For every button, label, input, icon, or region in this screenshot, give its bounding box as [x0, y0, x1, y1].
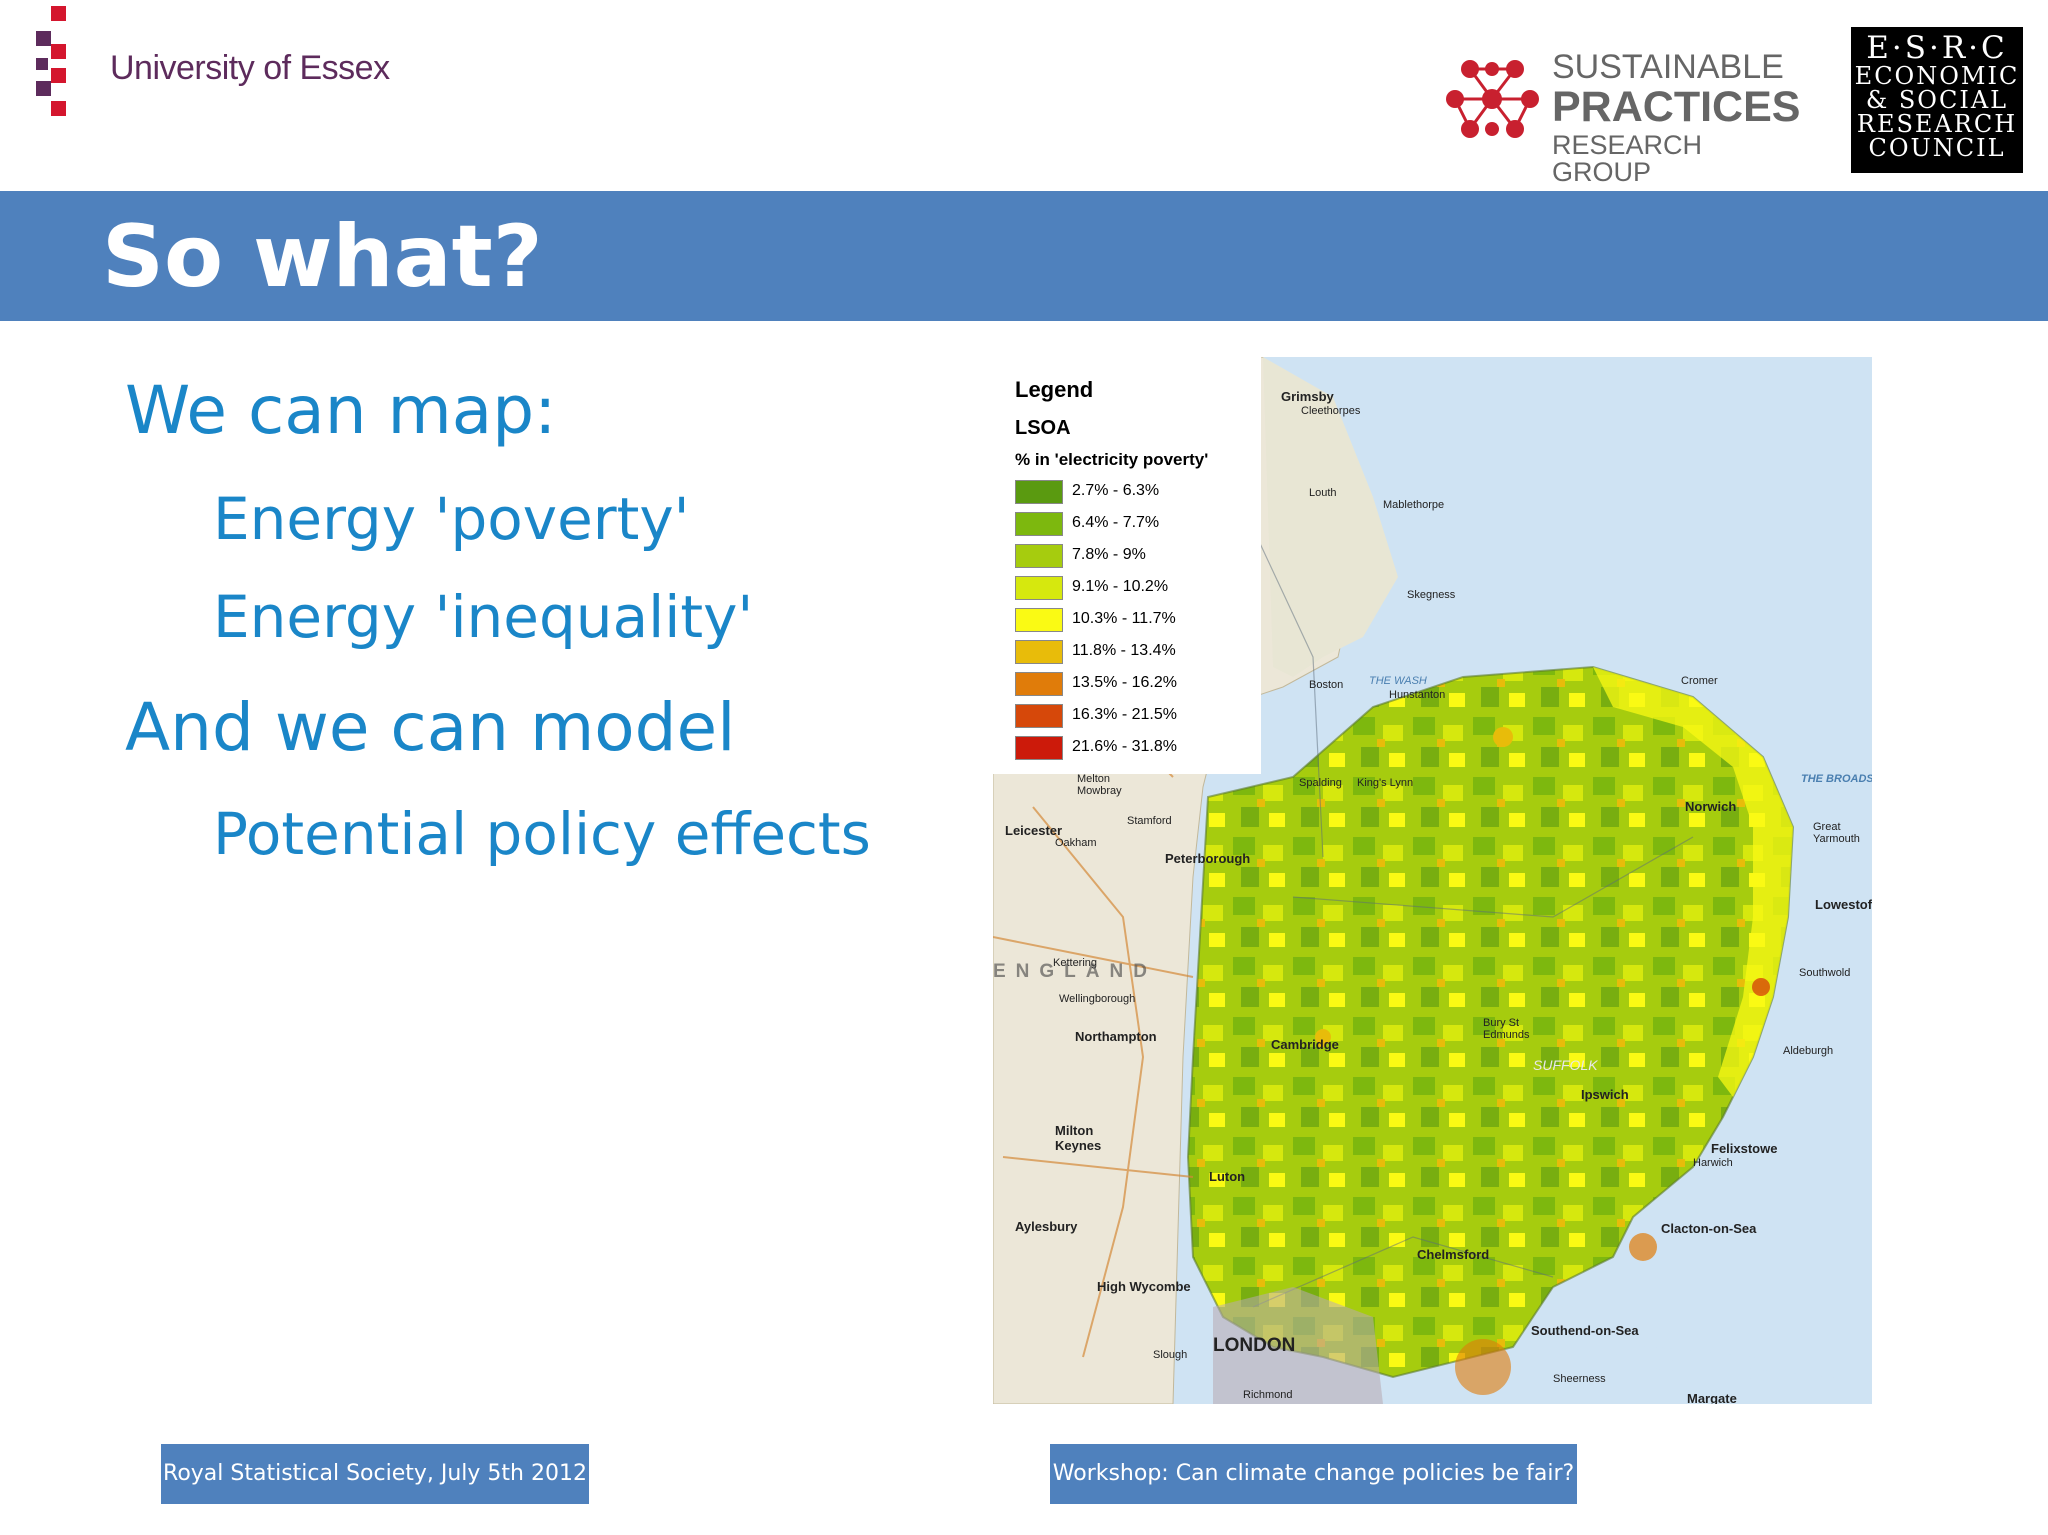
legend-label: 13.5% - 16.2% [1072, 674, 1177, 691]
legend-swatch [1015, 608, 1063, 632]
place-label: Clacton-on-Sea [1661, 1221, 1757, 1236]
place-label: Margate [1687, 1391, 1737, 1404]
esrc-line-3: & SOCIAL [1865, 86, 2009, 114]
place-label: Cromer [1681, 675, 1718, 687]
legend-swatch [1015, 672, 1063, 696]
place-label: SUFFOLK [1533, 1057, 1598, 1073]
footer-workshop: Workshop: Can climate change policies be… [1050, 1444, 1577, 1504]
footer-event: Royal Statistical Society, July 5th 2012 [161, 1444, 589, 1504]
place-label: Leicester [1005, 823, 1063, 838]
place-label: Peterborough [1165, 851, 1251, 866]
place-label: Oakham [1055, 837, 1097, 849]
place-label: THE BROADS [1801, 773, 1872, 785]
place-label: Aylesbury [1015, 1219, 1078, 1234]
legend-label: 10.3% - 11.7% [1072, 610, 1176, 627]
place-label: Spalding [1299, 777, 1342, 789]
legend-label: 7.8% - 9% [1072, 546, 1146, 563]
place-label: Lowestoft [1815, 897, 1872, 912]
legend-metric: % in 'electricity poverty' [1015, 450, 1209, 469]
place-label: Kettering [1053, 957, 1098, 969]
place-label: Luton [1209, 1169, 1246, 1184]
sprg-line-2: PRACTICES [1552, 83, 1801, 131]
place-label: ENGLAND [993, 961, 1157, 982]
esrc-line-5: COUNCIL [1868, 134, 2006, 162]
place-label: Slough [1153, 1349, 1188, 1361]
esrc-line-4: RESEARCH [1856, 110, 2018, 138]
place-label: Richmond [1243, 1389, 1293, 1401]
place-label: Cambridge [1271, 1037, 1339, 1052]
place-label: Melton Mowbray [1077, 773, 1122, 797]
legend-label: 9.1% - 10.2% [1072, 578, 1169, 595]
place-label: Norwich [1685, 799, 1737, 814]
legend-label: 6.4% - 7.7% [1072, 514, 1160, 531]
legend-swatch [1015, 512, 1063, 536]
place-label: Hunstanton [1389, 689, 1446, 701]
bullet-and-we-can-model: And we can model [125, 689, 736, 766]
legend-swatch [1015, 640, 1063, 664]
place-label: Grimsby [1281, 389, 1334, 404]
place-label: Chelmsford [1417, 1247, 1490, 1262]
place-label: Harwich [1693, 1157, 1733, 1169]
legend-swatch [1015, 544, 1063, 568]
esrc-line-2: ECONOMIC [1854, 62, 2020, 90]
legend-swatch [1015, 736, 1063, 760]
place-label: Mablethorpe [1383, 499, 1445, 511]
university-of-essex-logo: University of Essex [36, 6, 456, 136]
map-legend: Legend LSOA % in 'electricity poverty' 2… [993, 357, 1261, 774]
sprg-network-icon [1446, 60, 1539, 138]
bullet-energy-poverty: Energy 'poverty' [213, 485, 690, 553]
university-name: University of Essex [110, 49, 390, 87]
legend-swatch [1015, 576, 1063, 600]
essex-logo-mark-icon [36, 6, 66, 116]
place-label: Cleethorpes [1301, 405, 1361, 417]
bullet-we-can-map: We can map: [125, 372, 557, 449]
place-label: High Wycombe [1097, 1279, 1191, 1294]
sprg-line-3: RESEARCH GROUP [1552, 130, 1703, 187]
place-label: Boston [1309, 679, 1344, 691]
title-bar: So what? [0, 191, 2048, 321]
legend-label: 21.6% - 31.8% [1072, 738, 1177, 755]
legend-label: 16.3% - 21.5% [1072, 706, 1177, 723]
place-label: Wellingborough [1059, 993, 1136, 1005]
place-label: Felixstowe [1711, 1141, 1778, 1156]
legend-layer-name: LSOA [1015, 417, 1071, 439]
esrc-logo: E·S·R·C ECONOMIC & SOCIAL RESEARCH COUNC… [1851, 27, 2023, 173]
place-label: King's Lynn [1357, 777, 1414, 789]
legend-label: 2.7% - 6.3% [1072, 482, 1160, 499]
legend-swatch [1015, 480, 1063, 504]
place-label: Southend-on-Sea [1531, 1323, 1639, 1338]
place-label: Great Yarmouth [1813, 821, 1860, 845]
bullet-energy-inequality: Energy 'inequality' [213, 583, 754, 651]
place-label: Milton Keynes [1055, 1123, 1102, 1153]
sprg-wordmark: SUSTAINABLE PRACTICES RESEARCH GROUP [1552, 50, 1800, 186]
place-label: LONDON [1213, 1335, 1296, 1356]
place-label: Aldeburgh [1783, 1045, 1834, 1057]
slide-title: So what? [102, 207, 543, 307]
legend-label: 11.8% - 13.4% [1072, 642, 1176, 659]
place-label: Sheerness [1553, 1373, 1606, 1385]
place-label: Louth [1309, 487, 1337, 499]
place-label: Ipswich [1581, 1087, 1629, 1102]
place-label: Stamford [1127, 815, 1172, 827]
legend-title: Legend [1015, 377, 1094, 402]
electricity-poverty-map: Legend LSOA % in 'electricity poverty' 2… [993, 357, 1872, 1404]
place-label: Northampton [1075, 1029, 1157, 1044]
place-label: THE WASH [1369, 675, 1427, 687]
bullet-policy-effects: Potential policy effects [213, 800, 871, 868]
esrc-line-1: E·S·R·C [1866, 30, 2008, 66]
sprg-logo: SUSTAINABLE PRACTICES RESEARCH GROUP [1440, 50, 1800, 186]
legend-swatch [1015, 704, 1063, 728]
place-label: Bury St Edmunds [1483, 1017, 1530, 1041]
place-label: Skegness [1407, 589, 1456, 601]
place-label: Southwold [1799, 967, 1851, 979]
sprg-line-1: SUSTAINABLE [1552, 48, 1784, 86]
